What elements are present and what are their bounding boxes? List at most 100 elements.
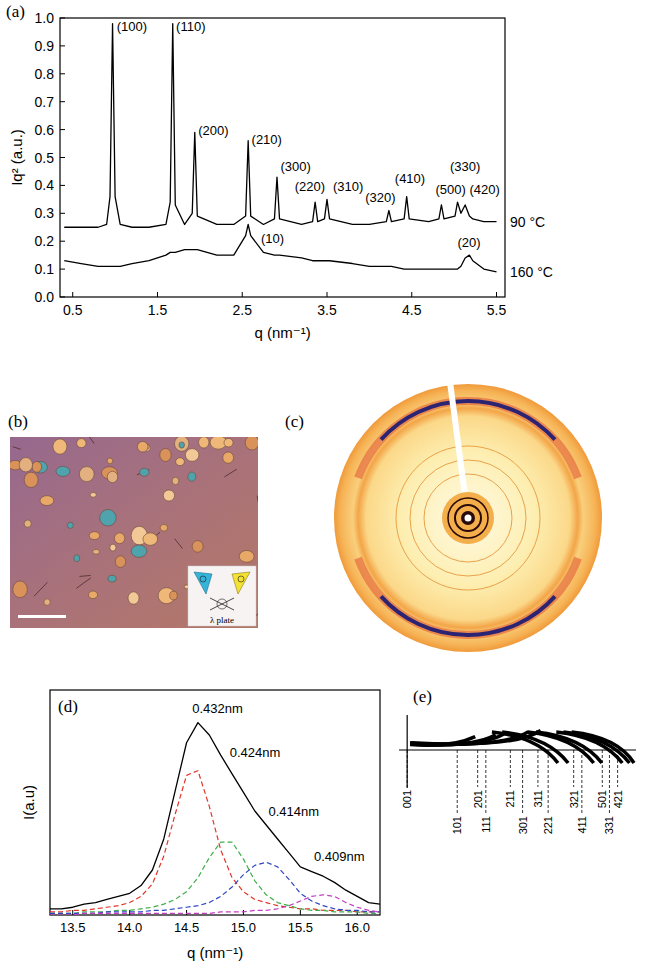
crystallite <box>24 520 31 527</box>
y-tick <box>60 297 65 298</box>
reflection-line <box>548 750 549 813</box>
inset-label: λ plate <box>210 615 234 625</box>
peak-label: (300) <box>280 159 310 174</box>
center-ring <box>442 492 494 544</box>
inset-cone <box>232 572 250 594</box>
y-axis-title: I(a.u) <box>20 785 37 820</box>
origin-line <box>407 715 408 788</box>
crystallite <box>131 545 147 557</box>
crystallite <box>140 468 149 476</box>
series-line <box>64 224 496 271</box>
x-tick-label: 0.5 <box>63 302 83 318</box>
x-tick-label: 15.5 <box>288 920 313 935</box>
inset-arrow <box>210 598 234 610</box>
crystallite <box>67 522 73 528</box>
crystallite <box>56 466 70 476</box>
reflection-label: 301 <box>517 816 529 834</box>
x-tick <box>411 292 412 297</box>
crystallite <box>19 458 32 472</box>
crystallite <box>53 439 67 454</box>
beam-center <box>465 515 472 522</box>
ring <box>424 474 512 562</box>
crystallite <box>100 510 116 527</box>
center-ring <box>461 511 475 525</box>
x-tick <box>72 292 73 297</box>
crystallite <box>93 549 100 554</box>
peak-label: (10) <box>261 231 284 246</box>
x-tick <box>186 910 187 915</box>
scale-bar <box>18 615 66 618</box>
y-tick-label: 0.4 <box>35 177 55 193</box>
y-tick <box>60 241 65 242</box>
crystal-edge <box>224 469 236 477</box>
reflection-label: 001 <box>401 790 413 808</box>
peak-label: (330) <box>450 159 480 174</box>
crystallite <box>74 555 80 562</box>
crystal-edge <box>13 447 21 450</box>
crystallite <box>128 592 139 604</box>
panel-label: (d) <box>58 697 78 716</box>
crystallite <box>239 550 254 562</box>
crystallite <box>174 437 188 451</box>
crystallite <box>143 533 158 546</box>
reflection-label: 501 <box>596 790 608 808</box>
crystal-edge <box>34 582 47 596</box>
x-tick-label: 3.5 <box>317 302 337 318</box>
diffraction-pattern: (c) <box>285 382 602 652</box>
peak-label: (20) <box>458 235 481 250</box>
crystallite <box>40 496 54 506</box>
crystallite <box>245 437 258 450</box>
peak-label: (320) <box>365 190 395 205</box>
reflection-label: 321 <box>568 790 580 808</box>
crystallite <box>32 462 42 473</box>
reflection-arc <box>381 596 555 635</box>
reflection-line <box>477 750 478 787</box>
y-tick-label: 0.9 <box>35 38 55 54</box>
crystallite <box>89 532 100 540</box>
inset-arrow <box>210 598 234 610</box>
reflection-arc <box>381 401 555 440</box>
crystallite <box>110 544 116 551</box>
y-tick <box>60 157 65 158</box>
crystallite <box>137 441 148 452</box>
y-tick-label: 0.3 <box>35 205 55 221</box>
series-line <box>50 723 380 909</box>
x-tick <box>242 292 243 297</box>
x-tick <box>496 292 497 297</box>
peak-label: (500) <box>435 182 465 197</box>
inset-symbol <box>238 576 244 582</box>
y-tick-label: 0.6 <box>35 122 55 138</box>
peak-label: (410) <box>395 171 425 186</box>
x-tick <box>157 292 158 297</box>
crystallite <box>188 472 196 481</box>
reflection-halo <box>358 558 578 635</box>
inset-symbol <box>200 576 206 582</box>
peak-label: 0.424nm <box>230 745 281 760</box>
crystal-edge <box>257 496 258 502</box>
crystallite <box>44 599 50 606</box>
peak-label: (200) <box>198 123 228 138</box>
series-line <box>50 771 380 912</box>
arc-group <box>410 731 634 763</box>
crystallite <box>107 458 113 464</box>
inset-symbol <box>217 599 227 609</box>
peak-label: (210) <box>252 132 282 147</box>
crystallite <box>185 449 199 462</box>
y-tick <box>60 101 65 102</box>
y-tick <box>60 269 65 270</box>
reflection-label: 421 <box>612 790 624 808</box>
reflection-line <box>609 750 610 813</box>
x-tick <box>300 910 301 915</box>
inset-cone <box>194 572 212 594</box>
plot-frame <box>60 18 505 297</box>
ring <box>396 446 540 590</box>
figure: 0.51.52.53.54.55.50.00.10.20.30.40.50.60… <box>0 0 648 977</box>
y-tick <box>60 185 65 186</box>
crystallite <box>107 471 117 482</box>
x-tick-label: 14.5 <box>174 920 199 935</box>
reflection-label: 201 <box>472 790 484 808</box>
y-tick <box>60 18 65 19</box>
x-tick-label: 15.0 <box>231 920 256 935</box>
crystallite <box>172 477 179 484</box>
panel-label: (a) <box>6 2 25 21</box>
